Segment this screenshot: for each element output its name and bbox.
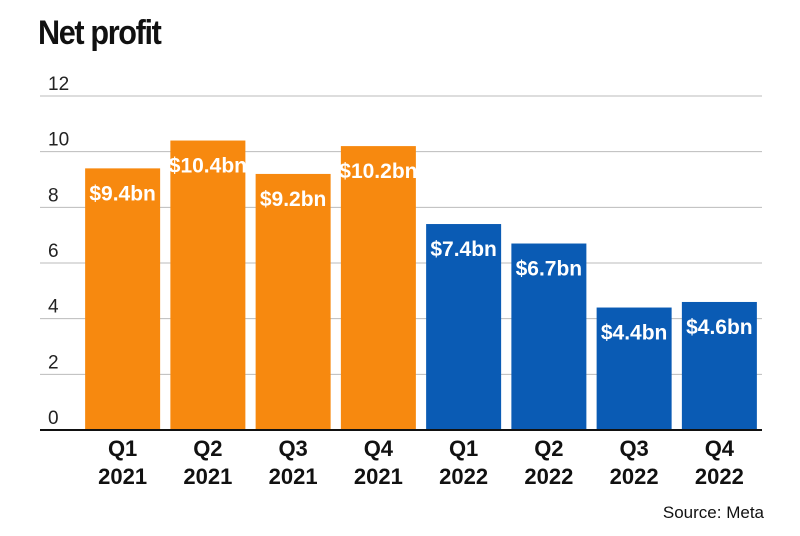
y-tick-label: 8 — [48, 185, 59, 206]
x-tick-label-year: 2021 — [269, 464, 318, 489]
data-label: $4.6bn — [686, 316, 753, 339]
bar — [85, 168, 161, 430]
bar — [255, 173, 331, 430]
data-label: $7.4bn — [430, 238, 497, 261]
y-tick-label: 2 — [48, 352, 59, 373]
data-label: $4.4bn — [601, 322, 668, 345]
y-tick-label: 12 — [48, 74, 69, 95]
x-tick-label-year: 2022 — [524, 464, 573, 489]
bar — [596, 307, 672, 430]
bar — [170, 140, 246, 431]
x-tick-label-quarter: Q1 — [449, 436, 478, 461]
x-tick-label-quarter: Q4 — [705, 436, 735, 461]
y-tick-label: 0 — [48, 408, 59, 429]
data-label: $6.7bn — [516, 258, 583, 281]
x-tick-label-year: 2022 — [439, 464, 488, 489]
bar — [681, 301, 757, 430]
x-tick-label-year: 2022 — [695, 464, 744, 489]
x-tick-label-quarter: Q3 — [278, 436, 307, 461]
x-tick-label-quarter: Q1 — [108, 436, 137, 461]
x-tick-label-quarter: Q2 — [193, 436, 222, 461]
bar — [340, 146, 416, 430]
bar — [511, 243, 587, 430]
y-tick-label: 4 — [48, 297, 59, 318]
y-tick-label: 10 — [48, 130, 69, 151]
bar — [426, 224, 502, 430]
data-label: $9.4bn — [89, 182, 156, 205]
chart-title: Net profit — [38, 14, 162, 52]
data-label: $10.4bn — [169, 155, 247, 178]
data-label: $10.2bn — [339, 160, 417, 183]
x-tick-label-quarter: Q4 — [364, 436, 394, 461]
x-tick-label-quarter: Q3 — [619, 436, 648, 461]
x-tick-label-quarter: Q2 — [534, 436, 563, 461]
x-tick-label-year: 2021 — [354, 464, 403, 489]
x-tick-label-year: 2021 — [183, 464, 232, 489]
source-note: Source: Meta — [662, 503, 764, 522]
y-tick-label: 6 — [48, 241, 59, 262]
x-tick-label-year: 2021 — [98, 464, 147, 489]
x-tick-label-year: 2022 — [610, 464, 659, 489]
data-label: $9.2bn — [260, 188, 327, 211]
